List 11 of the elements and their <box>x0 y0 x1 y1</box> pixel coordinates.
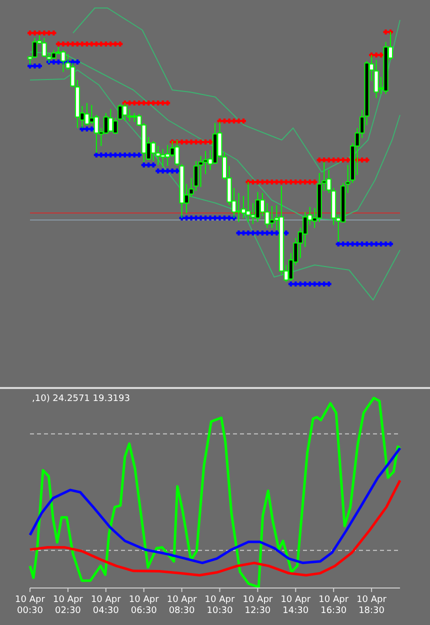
x-tick-label: 10 Apr 18:30 <box>356 595 387 616</box>
x-tick-label: 10 Apr 10:30 <box>204 595 235 616</box>
annotation: ,10) 24.2571 19.3193 <box>32 394 130 404</box>
x-tick-label: 10 Apr 16:30 <box>318 595 349 616</box>
x-tick-label: 10 Apr 04:30 <box>90 595 122 616</box>
x-tick-label: 10 Apr 08:30 <box>166 595 198 616</box>
x-tick-label: 10 Apr 12:30 <box>242 595 273 616</box>
x-tick-label: 10 Apr 06:30 <box>128 595 160 616</box>
x-tick-label: 10 Apr 02:30 <box>53 595 84 616</box>
x-tick-label: 10 Apr 00:30 <box>15 595 46 616</box>
x-tick-label: 10 Apr 14:30 <box>280 595 311 616</box>
